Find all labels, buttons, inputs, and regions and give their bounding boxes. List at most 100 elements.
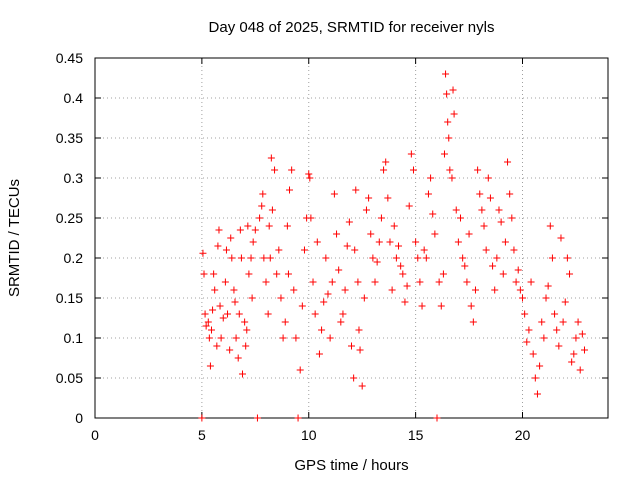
x-tick-label: 10 [301, 427, 317, 443]
y-tick-label: 0.25 [56, 210, 83, 226]
data-point [377, 214, 385, 222]
data-point [467, 302, 475, 310]
data-point [471, 286, 479, 294]
data-point [341, 286, 349, 294]
data-point [529, 350, 537, 358]
data-point [281, 318, 289, 326]
data-point [519, 294, 526, 302]
data-point [311, 310, 319, 318]
data-point [444, 118, 452, 126]
data-point [390, 222, 398, 230]
y-tick-label: 0 [75, 410, 83, 426]
data-point [461, 262, 469, 270]
data-point [209, 306, 217, 314]
data-point [521, 310, 529, 318]
y-tick-label: 0.45 [56, 50, 83, 66]
data-point [333, 230, 341, 238]
data-point [548, 254, 556, 262]
data-point [198, 414, 206, 422]
data-point [288, 166, 296, 174]
y-axis-label: SRMTID / TECUs [6, 179, 23, 297]
data-point [345, 218, 353, 226]
data-point [326, 334, 334, 342]
data-point [356, 346, 364, 354]
data-point [253, 414, 261, 422]
data-point [242, 342, 250, 350]
data-point [440, 150, 448, 158]
data-point [236, 226, 244, 234]
data-point [546, 222, 554, 230]
data-point [358, 382, 366, 390]
data-point [574, 318, 582, 326]
data-point [388, 286, 396, 294]
data-point [435, 278, 443, 286]
data-point [245, 270, 253, 278]
data-point [292, 334, 300, 342]
data-point [300, 246, 308, 254]
data-point [205, 334, 213, 342]
data-point [318, 326, 326, 334]
data-point [200, 270, 208, 278]
data-point [294, 414, 302, 422]
data-point [268, 206, 276, 214]
data-point [380, 166, 388, 174]
data-point [553, 326, 561, 334]
data-point [427, 174, 435, 182]
data-point [210, 270, 218, 278]
data-point [516, 286, 524, 294]
data-point [510, 246, 518, 254]
data-point [305, 170, 313, 178]
data-point [337, 318, 345, 326]
data-point [429, 210, 437, 218]
data-point [367, 230, 375, 238]
data-point [409, 166, 417, 174]
data-point [482, 246, 490, 254]
data-point [204, 318, 212, 326]
data-point [296, 366, 304, 374]
data-point [407, 150, 415, 158]
data-point [578, 330, 586, 338]
data-point [412, 238, 420, 246]
data-point [339, 310, 347, 318]
data-point [465, 230, 473, 238]
x-tick-label: 5 [198, 427, 206, 443]
data-point [401, 298, 409, 306]
data-point [206, 362, 214, 370]
data-point [306, 174, 314, 182]
data-point [405, 202, 413, 210]
data-point [420, 246, 428, 254]
data-point [489, 262, 497, 270]
x-axis-label: GPS time / hours [294, 457, 408, 474]
data-point [343, 242, 351, 250]
data-point [375, 238, 383, 246]
data-point [228, 254, 236, 262]
data-point [416, 278, 424, 286]
data-point [201, 310, 209, 318]
data-point [248, 294, 256, 302]
data-point [354, 278, 362, 286]
data-point [271, 166, 279, 174]
data-point [298, 302, 306, 310]
data-point [283, 222, 291, 230]
data-point [566, 270, 574, 278]
data-points [198, 70, 588, 422]
data-point [499, 270, 507, 278]
x-axis-ticks: 0 5 10 15 20 [91, 58, 530, 443]
data-point [424, 190, 432, 198]
data-point [542, 294, 550, 302]
data-point [463, 278, 471, 286]
data-point [514, 266, 522, 274]
data-point [459, 254, 467, 262]
data-point [450, 110, 458, 118]
data-point [249, 238, 257, 246]
data-point [563, 254, 571, 262]
data-point [265, 222, 273, 230]
data-point [202, 322, 210, 330]
data-point [469, 318, 477, 326]
data-point [504, 158, 512, 166]
data-point [251, 226, 259, 234]
data-point [433, 414, 441, 422]
data-point [328, 278, 336, 286]
data-point [216, 302, 224, 310]
y-tick-label: 0.2 [64, 250, 84, 266]
